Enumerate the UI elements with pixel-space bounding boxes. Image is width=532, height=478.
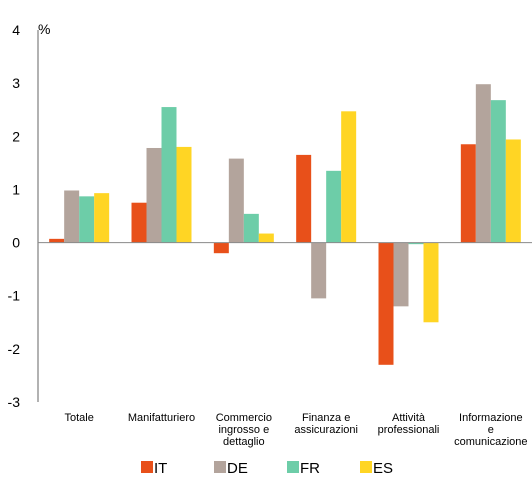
category-label: Totale bbox=[64, 412, 93, 424]
bar-es bbox=[94, 193, 110, 243]
category-label-line: professionali bbox=[378, 424, 440, 436]
category-label-line: Attività bbox=[392, 412, 426, 424]
category-label-line: Finanza e bbox=[302, 412, 350, 424]
bar-it bbox=[131, 202, 147, 243]
bar-it bbox=[49, 238, 65, 243]
y-tick-label: 2 bbox=[12, 128, 20, 144]
legend-label-it: IT bbox=[154, 460, 167, 477]
bar-it bbox=[378, 242, 394, 365]
category-label: Finanza e assicurazioni bbox=[294, 412, 358, 436]
category-label-line: Totale bbox=[64, 412, 93, 424]
bar-de bbox=[475, 84, 491, 243]
bar-es bbox=[341, 111, 357, 243]
bar-es bbox=[176, 146, 192, 243]
bar-fr bbox=[243, 213, 259, 243]
category-label-line: ingrosso e bbox=[218, 424, 269, 436]
category-label-line: comunicazione bbox=[454, 436, 527, 448]
y-axis-unit-label: % bbox=[38, 21, 50, 37]
legend-swatch-es bbox=[360, 461, 372, 473]
y-tick-label: 1 bbox=[12, 181, 20, 197]
legend-label-es: ES bbox=[373, 460, 393, 477]
category-label-line: Informazione bbox=[459, 412, 523, 424]
y-tick-label: 4 bbox=[12, 22, 20, 38]
category-label: Informazione e comunicazione bbox=[454, 412, 527, 448]
category-label: Manifatturiero bbox=[128, 412, 195, 424]
legend-label-de: DE bbox=[227, 460, 248, 477]
bar-de bbox=[146, 147, 162, 243]
bar-es bbox=[505, 139, 521, 243]
category-label-line: e bbox=[488, 424, 494, 436]
legend: IT DE FR ES bbox=[141, 460, 393, 477]
bar-fr bbox=[79, 196, 95, 243]
y-tick-label: 0 bbox=[12, 235, 20, 251]
category-label-line: Manifatturiero bbox=[128, 412, 195, 424]
bar-it bbox=[213, 242, 229, 254]
legend-swatch-fr bbox=[287, 461, 299, 473]
bar-de bbox=[64, 190, 80, 243]
category-label-line: dettaglio bbox=[223, 436, 265, 448]
bar-it bbox=[460, 144, 476, 243]
bar-de bbox=[311, 242, 327, 299]
category-label: Commercio ingrosso e dettaglio bbox=[216, 412, 272, 448]
y-tick-label: -3 bbox=[8, 394, 21, 410]
category-label-line: Commercio bbox=[216, 412, 272, 424]
y-tick-label: 3 bbox=[12, 75, 20, 91]
bar-de bbox=[393, 242, 409, 307]
category-label: Attività professionali bbox=[378, 412, 440, 436]
bar-es bbox=[258, 233, 274, 243]
bar-es bbox=[423, 242, 439, 323]
bar-fr bbox=[161, 107, 177, 243]
y-axis-tick-labels: 4 3 2 1 0 -1 -2 -3 bbox=[8, 22, 21, 410]
legend-swatch-it bbox=[141, 461, 153, 473]
bar-fr bbox=[326, 170, 342, 243]
bar-it bbox=[296, 154, 312, 243]
y-tick-label: -1 bbox=[8, 288, 21, 304]
bar-fr bbox=[490, 100, 506, 243]
legend-label-fr: FR bbox=[300, 460, 320, 477]
category-label-line: assicurazioni bbox=[294, 424, 358, 436]
legend-swatch-de bbox=[214, 461, 226, 473]
y-tick-label: -2 bbox=[8, 341, 21, 357]
bars-group bbox=[49, 84, 521, 365]
bar-de bbox=[228, 158, 244, 243]
bar-fr bbox=[408, 242, 424, 245]
